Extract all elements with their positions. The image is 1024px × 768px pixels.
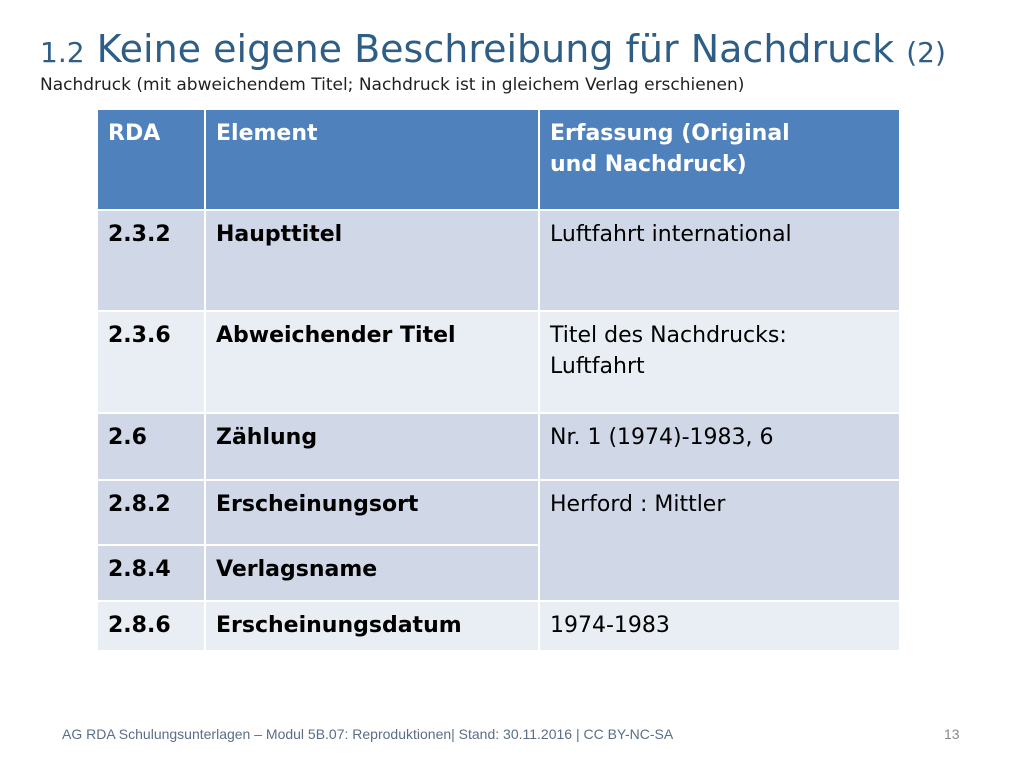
header-erfassung-line1: Erfassung (Original [550,121,790,146]
title-suffix: (2) [906,36,946,69]
value-cell-merged: Herford : Mittler [538,479,901,602]
slide-subtitle: Nachdruck (mit abweichendem Titel; Nachd… [40,75,745,95]
header-erfassung-line2: und Nachdruck) [550,152,747,177]
element-cell: Verlagsname [204,544,540,602]
element-cell: Erscheinungsort [204,479,540,546]
header-element: Element [204,108,540,211]
rda-number-cell: 2.3.6 [96,310,206,414]
table-row: 2.8.2 Erscheinungsort Herford : Mittler [96,479,901,602]
element-cell: Erscheinungsdatum [204,600,540,652]
table-header-row: RDA Element Erfassung (Original und Nachd… [96,108,901,211]
element-cell: Abweichender Titel [204,310,540,414]
element-cell: Haupttitel [204,209,540,312]
footer-text: AG RDA Schulungsunterlagen – Modul 5B.07… [62,726,674,742]
table-row: 2.8.4 Verlagsname [96,544,900,602]
rda-number-cell: 2.8.2 [96,479,206,546]
page-number: 13 [944,726,960,742]
value-line1: Titel des Nachdrucks: [550,323,787,348]
table-row: 2.6 Zählung Nr. 1 (1974)-1983, 6 [96,412,901,481]
value-cell: Luftfahrt international [538,209,901,312]
value-cell: Nr. 1 (1974)-1983, 6 [538,412,901,481]
rda-number-cell: 2.3.2 [96,209,206,312]
title-number: 1.2 [40,36,85,69]
table-row: 2.8.6 Erscheinungsdatum 1974-1983 [96,600,901,652]
rda-table: RDA Element Erfassung (Original und Nachd… [96,108,901,652]
title-main: Keine eigene Beschreibung für Nachdruck [96,27,895,71]
header-erfassung: Erfassung (Original und Nachdruck) [538,108,901,211]
table-row: 2.3.2 Haupttitel Luftfahrt international [96,209,901,312]
value-line2: Luftfahrt [550,354,645,379]
element-cell: Zählung [204,412,540,481]
rda-number-cell: 2.8.4 [96,544,206,602]
value-cell: Titel des Nachdrucks: Luftfahrt [538,310,901,414]
header-rda: RDA [96,108,206,211]
table-row: 2.3.6 Abweichender Titel Titel des Nachd… [96,310,901,414]
slide-title: 1.2 Keine eigene Beschreibung für Nachdr… [40,26,946,76]
rda-number-cell: 2.6 [96,412,206,481]
rda-number-cell: 2.8.6 [96,600,206,652]
value-cell: 1974-1983 [538,600,901,652]
